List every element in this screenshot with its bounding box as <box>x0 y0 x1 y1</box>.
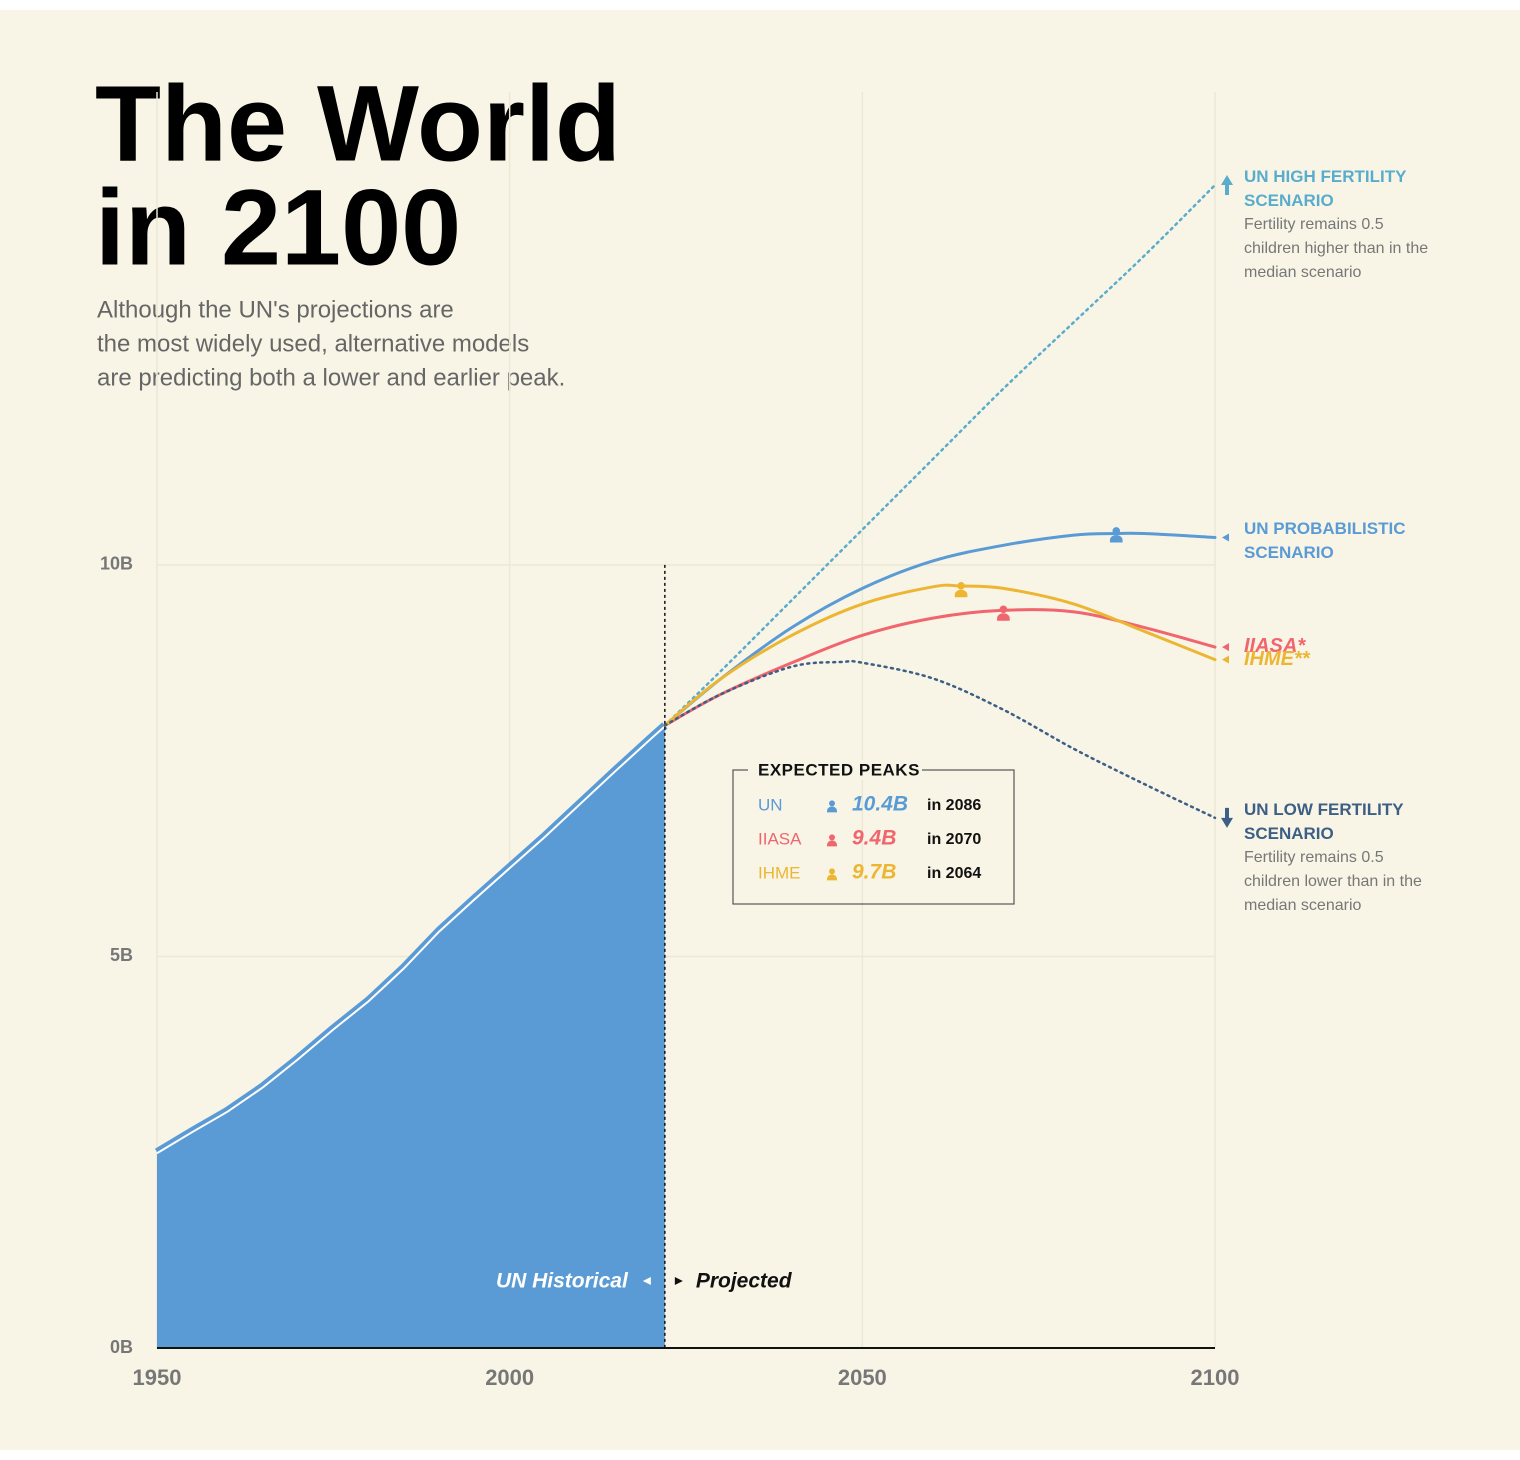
end-arrow <box>1221 175 1233 196</box>
chart-subtitle: the most widely used, alternative models <box>97 330 529 357</box>
peak-year: in 2070 <box>927 831 981 848</box>
peak-marker <box>954 581 968 598</box>
icon-body <box>827 806 837 813</box>
x-tick-label: 1950 <box>133 1365 182 1390</box>
end-arrow <box>1221 807 1233 828</box>
end-marker <box>1222 643 1229 652</box>
chart-subtitle: are predicting both a lower and earlier … <box>97 364 565 391</box>
icon-head <box>1112 527 1121 535</box>
line <box>663 583 1217 727</box>
series-label: UN PROBABILISTIC SCENARIO <box>1244 517 1444 565</box>
series-note: Fertility remains 0.5 children lower tha… <box>1244 848 1422 914</box>
line <box>663 531 1217 727</box>
peak-marker <box>1109 527 1123 543</box>
icon-body <box>827 840 837 847</box>
series-label: UN LOW FERTILITY SCENARIO Fertility remai… <box>1244 798 1444 918</box>
series-name: IIASA* <box>1244 635 1306 658</box>
chart-title: in 2100 <box>95 167 461 288</box>
projected-arrow <box>674 1277 683 1285</box>
peak-model: UN <box>758 795 783 814</box>
peaks-title: EXPECTED PEAKS <box>758 760 920 779</box>
series-name: UN HIGH FERTILITY SCENARIO <box>1244 167 1407 211</box>
icon-body <box>1109 534 1123 543</box>
peak-marker <box>997 605 1010 621</box>
peaks-title-bg <box>748 760 922 780</box>
peak-year: in 2086 <box>927 797 981 814</box>
historical-arrow <box>642 1277 651 1285</box>
series-name: UN LOW FERTILITY SCENARIO <box>1244 799 1404 843</box>
series-name: UN PROBABILISTIC SCENARIO <box>1244 519 1406 563</box>
icon-body <box>997 613 1010 621</box>
historical-label: UN Historical <box>496 1270 629 1293</box>
peak-value: 9.7B <box>852 861 896 884</box>
peak-value: 9.4B <box>852 827 896 850</box>
icon-head <box>829 800 835 807</box>
chart-subtitle: Although the UN's projections are <box>97 296 454 323</box>
projected-label: Projected <box>696 1270 793 1293</box>
icon-body <box>954 589 968 598</box>
peak-legend-icon <box>827 834 837 847</box>
x-tick-label: 2100 <box>1191 1365 1240 1390</box>
line <box>663 183 1217 727</box>
x-tick-label: 2000 <box>485 1365 534 1390</box>
line <box>663 659 1217 820</box>
series-label: IHME** <box>1244 648 1444 670</box>
icon-head <box>829 834 835 841</box>
chart-title: The World <box>95 63 621 184</box>
peak-model: IHME <box>758 863 801 882</box>
series-name: IHME** <box>1244 647 1310 670</box>
icon-head <box>957 581 965 590</box>
icon-head <box>999 605 1008 614</box>
series-label: IIASA* <box>1244 635 1444 657</box>
area-highlight <box>156 725 666 1155</box>
y-tick-label: 10B <box>100 554 133 574</box>
peak-legend-icon <box>827 800 837 813</box>
y-tick-label: 5B <box>110 945 133 965</box>
area <box>157 725 665 1348</box>
peak-year: in 2064 <box>927 865 981 882</box>
series-label: UN HIGH FERTILITY SCENARIO Fertility rema… <box>1244 165 1444 285</box>
peak-value: 10.4B <box>852 793 908 816</box>
icon-body <box>827 874 837 881</box>
end-marker <box>1222 655 1229 664</box>
end-marker <box>1222 533 1229 542</box>
x-tick-label: 2050 <box>838 1365 887 1390</box>
icon-head <box>829 868 835 875</box>
peak-model: IIASA <box>758 829 802 848</box>
peak-legend-icon <box>827 868 837 881</box>
series-note: Fertility remains 0.5 children higher th… <box>1244 216 1429 282</box>
y-tick-label: 0B <box>110 1337 133 1357</box>
